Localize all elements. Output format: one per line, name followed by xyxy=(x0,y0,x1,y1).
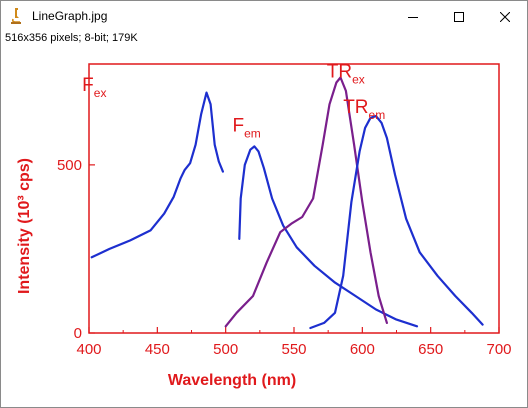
plot-frame xyxy=(88,63,500,334)
minimize-button[interactable] xyxy=(390,1,436,32)
title-bar[interactable]: LineGraph.jpg xyxy=(1,1,527,32)
series-label-fex: Fex xyxy=(82,75,106,100)
x-tick-label: 400 xyxy=(76,341,101,358)
y-axis-label: Intensity (10³ cps) xyxy=(16,158,33,294)
series-line-fem xyxy=(238,145,419,328)
x-tick-label: 650 xyxy=(418,341,443,358)
image-canvas[interactable]: 400 450 500 550 600 650 700 0 500 Fex Fem TRex TRem… xyxy=(7,46,523,402)
line-chart: 400 450 500 550 600 650 700 0 500 Fex Fem TRex TRem… xyxy=(16,61,512,389)
close-button[interactable] xyxy=(482,1,527,32)
close-icon xyxy=(500,11,510,22)
y-tick-label: 500 xyxy=(57,157,82,174)
x-axis-label: Wavelength (nm) xyxy=(168,372,296,389)
x-tick-label: 500 xyxy=(213,341,238,358)
maximize-button[interactable] xyxy=(436,1,482,32)
series-label-trem: TRem xyxy=(343,97,385,122)
series-label-trex: TRex xyxy=(327,61,365,86)
series-line-trex xyxy=(224,76,388,328)
microscope-icon xyxy=(8,7,24,25)
minimize-icon xyxy=(408,12,418,22)
image-info: 516x356 pixels; 8-bit; 179K xyxy=(5,32,138,44)
window-title: LineGraph.jpg xyxy=(32,9,108,23)
x-tick-label: 700 xyxy=(486,341,511,358)
maximize-icon xyxy=(454,11,464,22)
x-tick-label: 600 xyxy=(350,341,375,358)
x-tick-label: 450 xyxy=(145,341,170,358)
x-tick-label: 550 xyxy=(281,341,306,358)
series-line-trem xyxy=(309,115,484,330)
series-label-fem: Fem xyxy=(233,115,261,140)
y-tick-label: 0 xyxy=(74,325,82,342)
series-line-fex xyxy=(90,91,224,259)
